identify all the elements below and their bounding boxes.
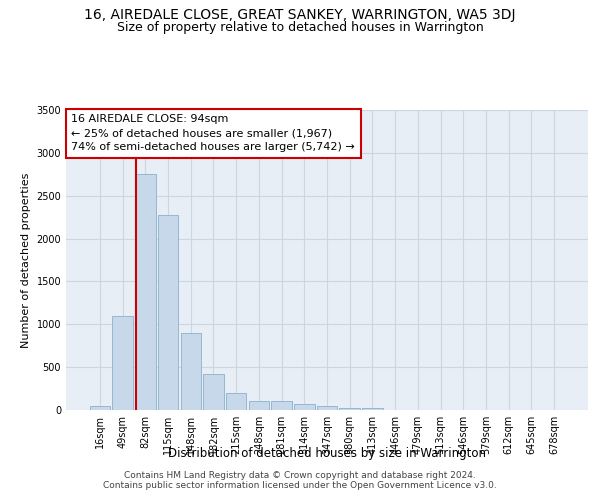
Bar (271, 402, 292, 410)
Bar (181, 333, 201, 410)
Text: 16, AIREDALE CLOSE, GREAT SANKEY, WARRINGTON, WA5 3DJ: 16, AIREDALE CLOSE, GREAT SANKEY, WARRIN… (84, 8, 516, 22)
Bar (362, 408, 383, 410)
Bar (317, 406, 337, 410)
Y-axis label: Number of detached properties: Number of detached properties (21, 172, 31, 348)
Bar (294, 404, 314, 410)
Bar (135, 174, 155, 410)
Text: Contains HM Land Registry data © Crown copyright and database right 2024.
Contai: Contains HM Land Registry data © Crown c… (103, 470, 497, 490)
Bar (248, 400, 269, 410)
Bar (203, 374, 224, 410)
Text: Size of property relative to detached houses in Warrington: Size of property relative to detached ho… (116, 21, 484, 34)
Bar (90, 406, 110, 410)
Bar (226, 394, 247, 410)
Text: Distribution of detached houses by size in Warrington: Distribution of detached houses by size … (168, 448, 486, 460)
Bar (112, 316, 133, 410)
Bar (158, 216, 178, 410)
Text: 16 AIREDALE CLOSE: 94sqm
← 25% of detached houses are smaller (1,967)
74% of sem: 16 AIREDALE CLOSE: 94sqm ← 25% of detach… (71, 114, 355, 152)
Bar (340, 408, 360, 410)
